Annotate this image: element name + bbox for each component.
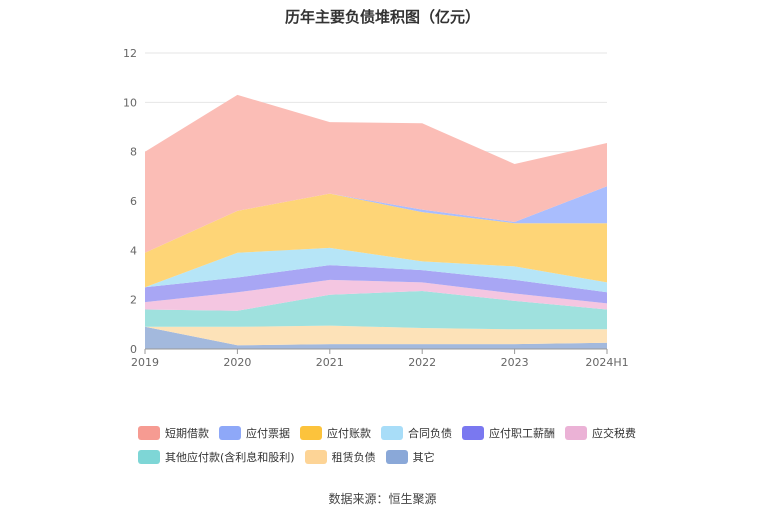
area-series-2 [145,291,607,330]
legend-swatch [300,426,322,440]
legend-swatch [219,426,241,440]
legend-label: 其它 [412,451,435,464]
y-tick-label: 10 [123,96,137,109]
legend-swatch [381,426,403,440]
y-tick-label: 12 [123,47,137,60]
y-tick-label: 2 [130,294,137,307]
legend-item[interactable]: 短期借款 [138,425,209,441]
legend-item[interactable]: 其它 [385,449,435,465]
area-series-1 [145,325,607,346]
legend-item[interactable]: 合同负债 [381,425,452,441]
legend-item[interactable]: 其他应付款(含利息和股利) [138,449,295,465]
legend-label: 短期借款 [165,427,209,440]
area-series-5 [145,247,607,293]
legend-swatch [138,450,160,464]
legend-swatch [304,450,327,464]
legend-item[interactable]: 应付账款 [300,425,371,441]
axes: 0 2 4 6 8 10 12 2019 2020 2021 2022 2023 2024H1 [123,47,629,369]
legend-item[interactable]: 应付职工薪酬 [462,425,555,441]
y-tick-label: 4 [130,244,137,257]
legend-row-1: 短期借款 应付票据 应付账款 合同负债 应付职工薪酬 应交税费 [138,425,658,449]
x-tick-label: 2022 [408,356,436,369]
area-series-0 [145,326,607,349]
x-tick-label: 2019 [131,356,159,369]
legend-item[interactable]: 应交税费 [565,425,636,441]
legend-label: 租赁负债 [331,451,376,464]
legend-label: 应付职工薪酬 [489,427,555,440]
legend-swatch [565,426,587,440]
legend-label: 应付票据 [246,427,290,440]
legend-item[interactable]: 应付票据 [219,425,290,441]
chart-title: 历年主要负债堆积图（亿元） [284,8,480,26]
area-series-layer [145,94,607,349]
area-series-4 [145,265,607,304]
data-source-note: 数据来源：恒生聚源 [328,492,437,506]
x-tick-label: 2021 [316,356,344,369]
area-series-8 [145,94,607,253]
y-tick-label: 8 [130,146,137,159]
area-series-6 [145,193,607,288]
legend-label: 应交税费 [592,427,636,440]
stacked-area-chart: 0 2 4 6 8 10 12 2019 2020 2021 2022 2023 2024H1 [123,47,629,369]
y-tick-label: 6 [130,195,137,208]
x-tick-label: 2023 [501,356,529,369]
legend-swatch [462,426,484,440]
legend-swatch [385,450,408,464]
legend-row-2: 其他应付款(含利息和股利) 租赁负债 其它 [138,449,658,473]
legend-swatch [138,426,160,440]
legend-item[interactable]: 租赁负债 [304,449,376,465]
area-series-3 [145,279,607,311]
y-tick-label: 0 [130,343,137,356]
legend-label: 合同负债 [408,427,452,440]
x-tick-label: 2020 [223,356,251,369]
x-tick-label: 2024H1 [585,356,628,369]
legend-label: 应付账款 [327,427,371,440]
legend-label: 其他应付款(含利息和股利) [165,451,295,464]
legend: 短期借款 应付票据 应付账款 合同负债 应付职工薪酬 应交税费 其他应付款(含利息和股利)… [138,425,658,473]
